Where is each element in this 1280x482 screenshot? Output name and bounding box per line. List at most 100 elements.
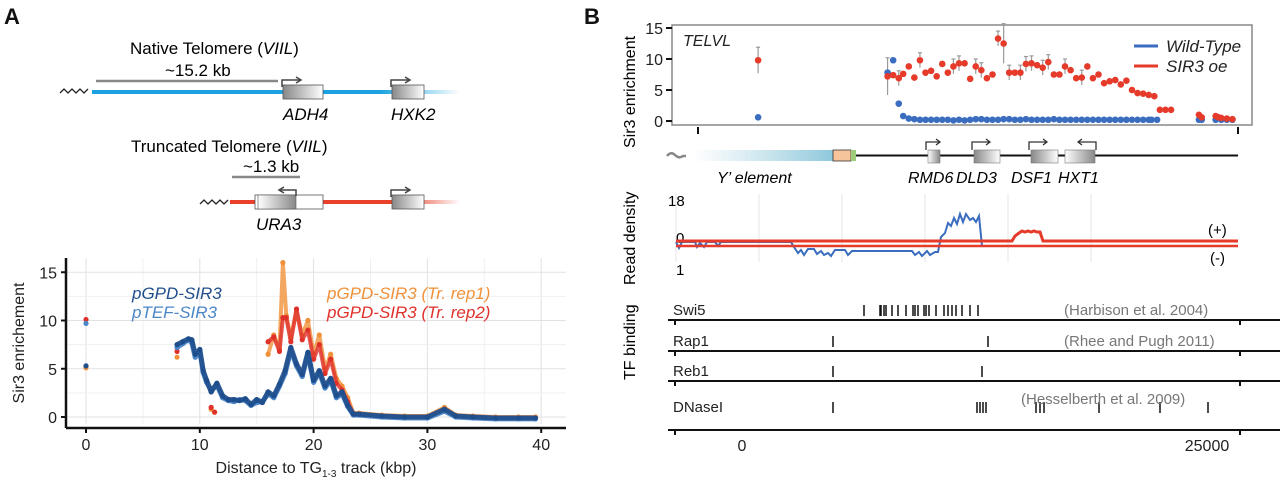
sir3-oe-point <box>1162 106 1169 114</box>
series-point-4 <box>328 356 334 362</box>
wild-type-point <box>950 117 957 124</box>
sir3-oe-point <box>1044 58 1052 66</box>
sir3-oe-point <box>884 73 891 80</box>
series-point-1 <box>248 401 254 408</box>
series-point-1 <box>204 377 210 383</box>
sir3-oe-point <box>1156 106 1164 114</box>
series-point-1 <box>197 346 203 353</box>
y-tick-label: 5 <box>654 83 663 100</box>
series-point-4 <box>283 315 289 321</box>
wild-type-point <box>961 117 968 124</box>
wild-type-point <box>1039 116 1046 124</box>
series-point-1 <box>350 411 357 417</box>
sir3-oe-point <box>1229 115 1236 123</box>
sir3-oe-point <box>1106 78 1113 85</box>
sir3-oe-point <box>944 69 952 76</box>
wild-type-point <box>1011 116 1019 124</box>
wild-type-point <box>899 112 907 120</box>
wild-type-point <box>889 56 897 64</box>
series-point-1 <box>254 397 260 403</box>
series-point-1 <box>200 368 206 374</box>
wild-type-point <box>1000 115 1007 123</box>
wild-type-point <box>1005 115 1013 123</box>
sir3-oe-point <box>1145 91 1153 99</box>
sir3-oe-point <box>933 73 940 80</box>
series-point-4 <box>305 327 311 333</box>
dsf1-gene-box <box>1030 149 1059 164</box>
y-element-block <box>693 150 833 161</box>
y-axis-label: Sir3 enrichement <box>11 282 28 404</box>
hxk2-gene-box <box>391 194 425 210</box>
series-point-4 <box>322 370 328 377</box>
y-label-tf-binding: TF binding <box>622 304 639 380</box>
rmd6-label: RMD6 <box>908 170 953 187</box>
hxt1-gene-box <box>1064 149 1096 164</box>
wild-type-point <box>1128 116 1136 124</box>
y-label-read-density: Read density <box>622 192 639 285</box>
sir3-oe-point <box>983 74 991 82</box>
panel-a-label: A <box>4 4 20 29</box>
wild-type-point <box>978 115 985 123</box>
series-point-3 <box>316 332 322 338</box>
series-point-1 <box>242 396 248 402</box>
series-point-4 <box>83 316 89 323</box>
sir3-oe-point <box>1123 77 1130 84</box>
sir3-oe-point <box>1217 114 1225 122</box>
sir3-oe-point <box>1050 71 1058 78</box>
sir3-oe-point <box>1017 69 1024 76</box>
tf-track-name: Reb1 <box>673 363 709 380</box>
telvl-gene-map: Y’ element RMD6 DLD3 DSF1 HXT1 <box>666 138 1238 187</box>
series-point-4 <box>316 342 322 348</box>
wild-type-point <box>1078 116 1086 124</box>
wild-type-point <box>1134 116 1141 124</box>
sir3-oe-point <box>978 66 985 74</box>
wild-type-point <box>938 116 946 124</box>
arrow-right-icon <box>925 138 942 150</box>
series-point-1 <box>316 368 322 374</box>
series-point-1 <box>311 377 317 383</box>
legend-label-1: pGPD-SIR3 <box>131 284 222 303</box>
x-tick-label: 25000 <box>1185 438 1230 455</box>
sir3-oe-point <box>1067 66 1074 74</box>
series-point-1 <box>305 349 311 355</box>
series-point-1 <box>265 389 271 395</box>
sir3-oe-point <box>1117 81 1125 88</box>
x-element-block <box>832 149 852 162</box>
arrow-left-icon <box>277 186 285 194</box>
series-point-1 <box>345 402 351 409</box>
y-tick-label: 5 <box>48 362 57 379</box>
wild-type-point <box>933 116 940 124</box>
series-point-4 <box>265 339 271 345</box>
sir3-oe-point <box>1095 71 1102 78</box>
series-point-1 <box>515 415 522 421</box>
series-point-1 <box>189 337 195 343</box>
wild-type-point <box>1033 116 1041 124</box>
series-point-3 <box>280 260 286 266</box>
sir3-oe-point <box>1139 90 1147 98</box>
arrow-right-icon <box>404 186 412 194</box>
wild-type-point <box>1028 116 1035 124</box>
series-point-1 <box>219 393 226 399</box>
dld3-label: DLD3 <box>956 170 997 187</box>
tf-binding-tracks: Swi5 (Harbison et al. 2004) Rap1 (Rhee and … <box>668 302 1280 455</box>
series-point-1 <box>231 397 237 403</box>
series-point-4 <box>311 356 317 362</box>
x-tick-label: 10 <box>191 437 209 454</box>
strand-plus-label: (+) <box>1208 222 1227 239</box>
sir3-oe-point <box>911 74 918 81</box>
legend-label-2: pTEF-SIR3 <box>131 303 218 322</box>
sir3-oe-point <box>916 56 924 64</box>
series-point-4 <box>276 348 283 354</box>
series-point-3 <box>328 351 334 357</box>
panel-a-chart: 0 5 10 15 0 10 20 30 40 Distance to TG1-3 track (… <box>11 258 566 480</box>
y-tick-label: 0 <box>48 410 57 427</box>
sir3-oe-read-density-plus-line <box>676 229 1238 243</box>
wild-type-read-density-line <box>675 210 1150 258</box>
wild-type-point <box>754 113 762 121</box>
tf-source-citation: (Harbison et al. 2004) <box>1064 302 1208 319</box>
series-point-1 <box>259 399 265 406</box>
y-element-label: Y’ element <box>717 170 792 187</box>
sir3-oe-point <box>994 35 1002 42</box>
wild-type-point <box>983 116 991 124</box>
